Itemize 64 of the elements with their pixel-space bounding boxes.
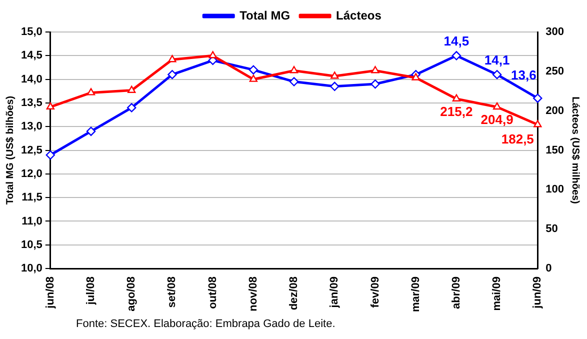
y-tick-label: 11,5 — [22, 192, 42, 204]
y-tick-label: 11,0 — [22, 215, 42, 228]
x-tick-label: jun/09 — [532, 276, 544, 310]
data-label: 204,9 — [480, 112, 514, 128]
point — [492, 102, 502, 110]
point — [290, 66, 298, 74]
x-tick-label: fev/09 — [369, 276, 382, 308]
point — [412, 73, 420, 80]
y-tick-label: 13,5 — [20, 96, 42, 109]
x-tick-label: mai/09 — [491, 276, 504, 311]
point — [168, 70, 177, 80]
point — [330, 82, 340, 91]
data-label: 215,2 — [440, 104, 473, 119]
point — [127, 103, 136, 112]
x-tick-label: set/08 — [166, 276, 178, 308]
y2-tick-label: 100 — [546, 184, 564, 196]
data-label: 13,6 — [510, 67, 536, 82]
y2-axis-title: Lácteos (US$ milhões) — [569, 96, 580, 204]
point — [249, 74, 258, 82]
data-label: 182,5 — [501, 132, 534, 147]
y2-tick-label: 150 — [546, 144, 564, 156]
x-tick-label: dez/08 — [288, 276, 300, 310]
x-tick-label: jul/08 — [85, 276, 98, 306]
legend-label: Total MG — [240, 8, 290, 22]
x-tick-label: ago/08 — [126, 276, 138, 312]
y2-tick-label: 50 — [546, 223, 558, 236]
data-label: 14,5 — [444, 34, 470, 49]
y-axis-title: Total MG (US$ bilhões) — [4, 96, 16, 205]
point — [208, 51, 217, 58]
x-tick-label: jun/08 — [44, 276, 56, 310]
y2-tick-label: 200 — [546, 104, 564, 117]
point — [452, 51, 462, 60]
point — [128, 86, 136, 93]
y-tick-label: 13,0 — [20, 120, 42, 133]
point — [371, 66, 380, 74]
data-label: 14,1 — [484, 52, 510, 68]
point — [289, 77, 299, 86]
point — [168, 54, 176, 62]
point — [533, 94, 542, 103]
point — [86, 126, 96, 136]
point — [330, 72, 339, 79]
source-note: Fonte: SECEX. Elaboração: Embrapa Gado de Leite. — [76, 318, 336, 330]
y-tick-label: 14,5 — [20, 50, 42, 62]
x-tick-label: jan/09 — [328, 276, 341, 309]
y-tick-label: 14,0 — [20, 73, 42, 86]
y-tick-label: 12,5 — [20, 144, 42, 156]
x-tick-label: nov/08 — [247, 276, 260, 312]
x-tick-label: out/08 — [206, 276, 219, 309]
x-tick-label: mar/09 — [410, 276, 422, 312]
y-tick-label: 10,0 — [20, 262, 42, 275]
legend-label: Lácteos — [336, 8, 382, 22]
y-tick-label: 10,5 — [20, 238, 42, 251]
point — [452, 94, 461, 102]
point — [86, 88, 96, 96]
y2-tick-label: 250 — [546, 65, 564, 78]
y2-tick-label: 0 — [546, 262, 552, 275]
point — [46, 150, 56, 160]
x-tick-label: abr/09 — [450, 276, 462, 309]
y-tick-label: 15,0 — [20, 26, 42, 38]
y-tick-label: 12,0 — [20, 168, 42, 180]
point — [370, 79, 380, 89]
y2-tick-label: 300 — [546, 26, 564, 38]
point — [492, 70, 502, 80]
point — [248, 65, 258, 74]
